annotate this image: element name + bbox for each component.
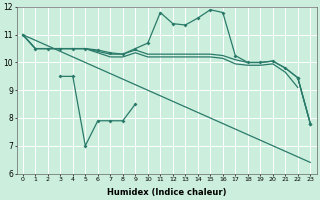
X-axis label: Humidex (Indice chaleur): Humidex (Indice chaleur)	[107, 188, 226, 197]
